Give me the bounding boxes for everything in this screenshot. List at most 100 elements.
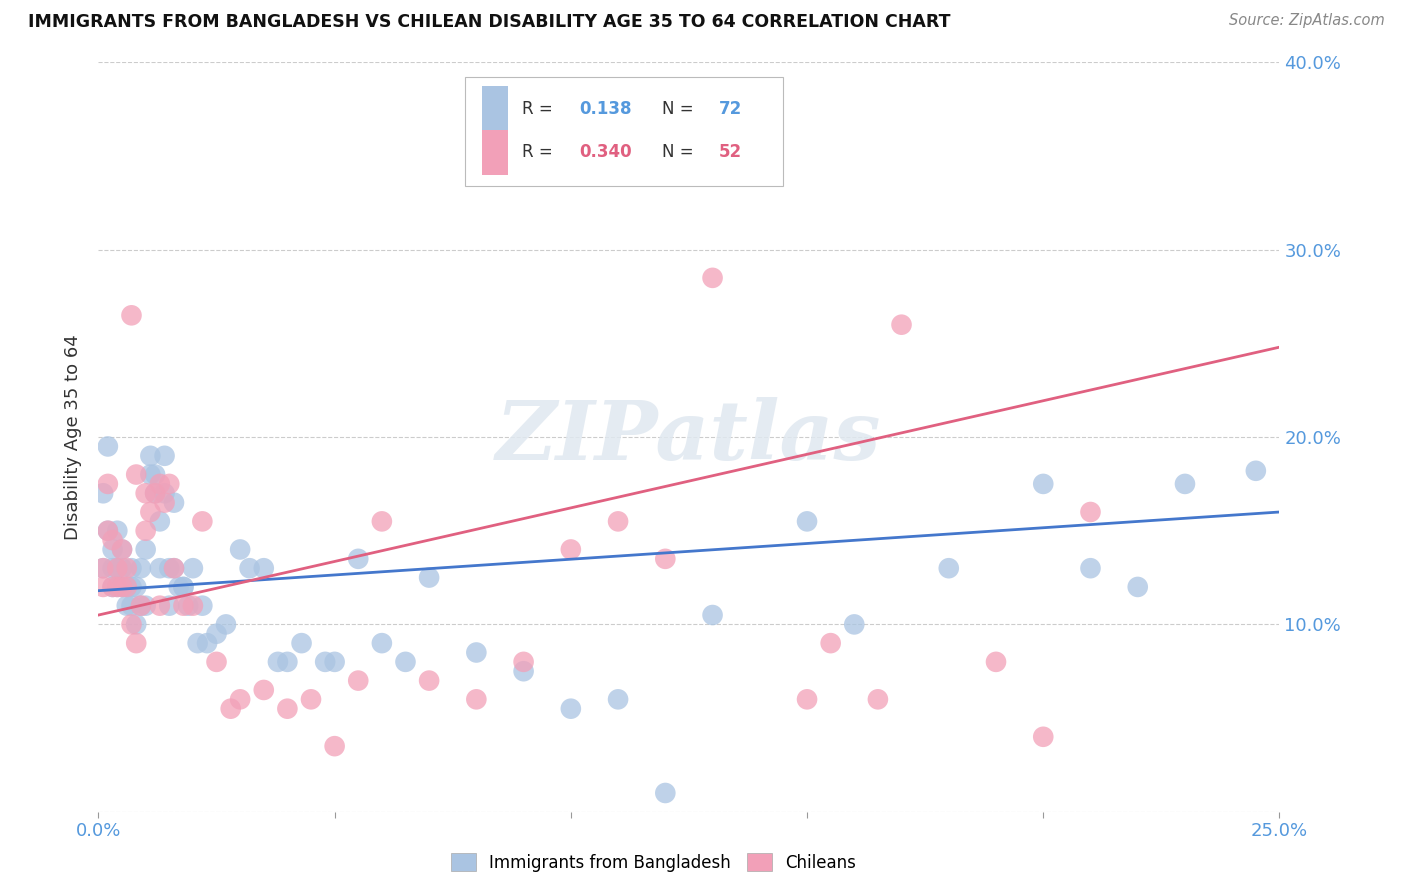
Point [105, 580, 128, 594]
Point [101, 533, 124, 547]
Text: Source: ZipAtlas.com: Source: ZipAtlas.com [1229, 13, 1385, 29]
Y-axis label: Disability Age 35 to 64: Disability Age 35 to 64 [65, 334, 83, 540]
Point [129, 599, 152, 613]
Point [239, 561, 262, 575]
Point [371, 514, 394, 528]
Point [111, 561, 134, 575]
Point [796, 692, 818, 706]
Point [172, 580, 194, 594]
Point [163, 496, 186, 510]
Point [125, 636, 148, 650]
Point [418, 673, 440, 688]
Point [654, 786, 676, 800]
Point [115, 580, 138, 594]
Point [105, 524, 128, 538]
Point [347, 673, 370, 688]
Point [143, 486, 166, 500]
Point [607, 514, 630, 528]
FancyBboxPatch shape [482, 87, 508, 131]
Point [323, 655, 346, 669]
Point [219, 701, 242, 715]
Point [702, 271, 724, 285]
Point [1032, 476, 1054, 491]
Point [139, 467, 162, 482]
Text: R =: R = [523, 144, 558, 161]
Point [149, 561, 172, 575]
Point [139, 449, 162, 463]
Point [172, 580, 194, 594]
Point [1032, 730, 1054, 744]
Point [560, 542, 582, 557]
Point [153, 449, 176, 463]
Point [143, 467, 166, 482]
Point [111, 580, 134, 594]
Point [418, 571, 440, 585]
Point [143, 486, 166, 500]
Point [1080, 561, 1102, 575]
Point [229, 542, 252, 557]
Point [115, 599, 138, 613]
Point [512, 655, 534, 669]
Point [1080, 505, 1102, 519]
Point [163, 561, 186, 575]
Point [465, 646, 488, 660]
FancyBboxPatch shape [464, 78, 783, 186]
Point [121, 561, 143, 575]
Point [105, 580, 128, 594]
Point [181, 599, 204, 613]
Point [91, 580, 114, 594]
Point [121, 580, 143, 594]
Point [512, 664, 534, 679]
Point [135, 599, 157, 613]
Text: N =: N = [662, 100, 699, 118]
Point [1126, 580, 1149, 594]
Point [111, 542, 134, 557]
Point [187, 636, 209, 650]
Point [91, 561, 114, 575]
Point [215, 617, 238, 632]
Point [111, 542, 134, 557]
Point [394, 655, 416, 669]
Point [560, 701, 582, 715]
Point [125, 580, 148, 594]
Point [163, 561, 186, 575]
Text: 72: 72 [718, 100, 742, 118]
Point [121, 617, 143, 632]
Point [702, 608, 724, 623]
Point [290, 636, 312, 650]
Point [984, 655, 1007, 669]
Point [135, 524, 157, 538]
Point [607, 692, 630, 706]
Point [276, 655, 298, 669]
Text: 0.138: 0.138 [579, 100, 631, 118]
Point [371, 636, 394, 650]
Point [135, 542, 157, 557]
Point [191, 599, 214, 613]
Point [323, 739, 346, 753]
Text: R =: R = [523, 100, 558, 118]
Point [153, 486, 176, 500]
Point [253, 561, 276, 575]
Point [129, 561, 152, 575]
Point [654, 551, 676, 566]
Point [205, 655, 228, 669]
Point [157, 476, 180, 491]
Point [101, 561, 124, 575]
Point [121, 599, 143, 613]
Point [91, 561, 114, 575]
Legend: Immigrants from Bangladesh, Chileans: Immigrants from Bangladesh, Chileans [444, 847, 863, 879]
Point [97, 524, 120, 538]
Point [796, 514, 818, 528]
Point [97, 476, 120, 491]
Point [97, 440, 120, 453]
Point [347, 551, 370, 566]
Point [181, 561, 204, 575]
Point [195, 636, 218, 650]
Point [465, 692, 488, 706]
Text: N =: N = [662, 144, 699, 161]
Point [866, 692, 889, 706]
Point [167, 580, 190, 594]
Point [91, 486, 114, 500]
Point [1174, 476, 1197, 491]
Point [149, 599, 172, 613]
